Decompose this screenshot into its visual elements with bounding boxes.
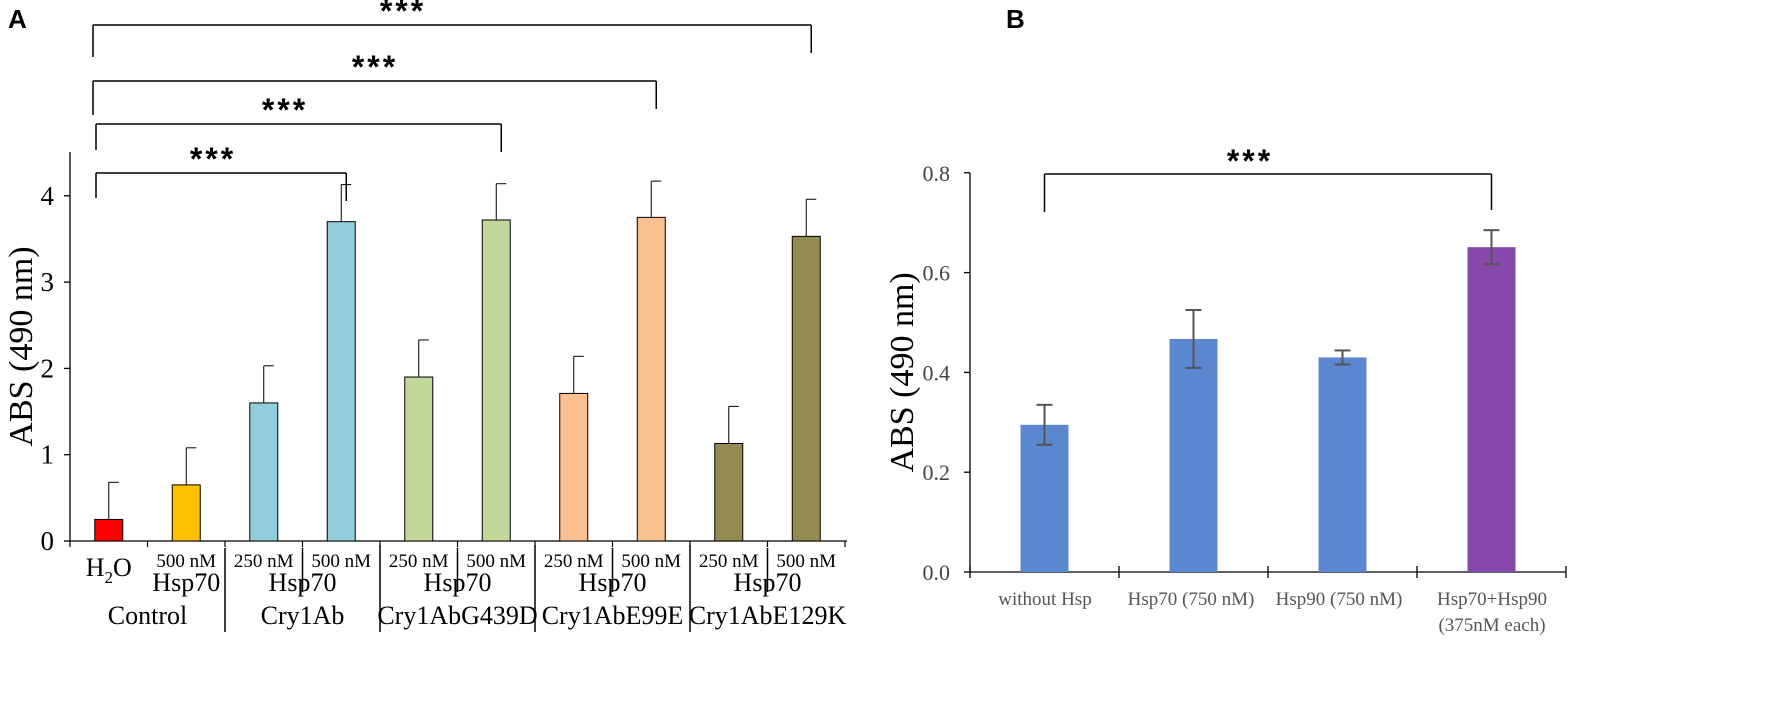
concentration-label: 250 nM	[544, 551, 604, 572]
bar-0	[94, 518, 124, 542]
y-tick-label: 0.6	[923, 261, 951, 286]
y-tick-label: 0.0	[923, 560, 951, 585]
y-tick-label: 0.8	[923, 161, 951, 186]
concentration-label: 500 nM	[156, 551, 216, 572]
significance-stars: ***	[190, 141, 236, 177]
bar-5	[481, 219, 511, 542]
bar-0	[1020, 424, 1069, 572]
bar-8	[714, 442, 744, 542]
group-label: Control	[108, 601, 187, 630]
bar-3	[1467, 247, 1516, 572]
chart-a: 0 1 2 3 4 ABS (490 nm) 500 nM 250 nM 500 nM 250 n…	[3, 0, 847, 632]
y-tick-label: 4	[41, 181, 55, 211]
concentration-label: 500 nM	[311, 551, 371, 572]
y-tick-label: 0.2	[923, 460, 951, 485]
bar-1	[1169, 338, 1218, 572]
category-label-h2o: H2O	[86, 553, 132, 587]
concentration-label: 250 nM	[389, 551, 449, 572]
concentration-label: 250 nM	[699, 551, 759, 572]
panel-label-b: B	[1006, 4, 1025, 34]
category-label: without Hsp	[998, 589, 1091, 610]
y-tick-label: 2	[41, 353, 55, 383]
bar-2	[249, 402, 279, 542]
group-label: Hsp70	[152, 568, 220, 597]
bar-9	[791, 235, 821, 542]
concentration-label: 250 nM	[234, 551, 294, 572]
bar-6	[559, 392, 589, 542]
group-label: Cry1AbE99E	[542, 601, 684, 630]
y-axis-label: ABS (490 nm)	[884, 272, 921, 472]
bar-2	[1318, 357, 1367, 572]
concentration-label: 500 nM	[776, 551, 836, 572]
category-label: (375nM each)	[1438, 615, 1545, 636]
y-tick-label: 0	[41, 526, 55, 556]
bar-3	[326, 221, 356, 542]
panel-label-a: A	[8, 4, 27, 34]
bar-4	[404, 376, 434, 542]
concentration-label: 500 nM	[621, 551, 681, 572]
group-label: Cry1AbG439D	[377, 601, 537, 630]
y-tick-label: 3	[41, 267, 55, 297]
group-label: Cry1Ab	[261, 601, 345, 630]
group-label: Cry1AbE129K	[689, 601, 847, 630]
significance-stars: ***	[1227, 143, 1273, 179]
chart-b: 0.0 0.2 0.4 0.6 0.8 ABS (490 nm) without Hsp Hs…	[884, 143, 1567, 636]
significance-stars: ***	[352, 49, 398, 85]
category-label: Hsp90 (750 nM)	[1276, 589, 1403, 610]
significance-stars: ***	[380, 0, 426, 29]
bar-1	[171, 484, 201, 542]
category-label: Hsp70+Hsp90	[1437, 589, 1547, 610]
concentration-label: 500 nM	[466, 551, 526, 572]
bar-7	[636, 216, 666, 542]
y-axis-label: ABS (490 nm)	[3, 246, 40, 446]
y-tick-label: 1	[41, 440, 55, 470]
y-tick-label: 0.4	[923, 360, 951, 385]
significance-stars: ***	[262, 92, 308, 128]
category-label: Hsp70 (750 nM)	[1128, 589, 1255, 610]
